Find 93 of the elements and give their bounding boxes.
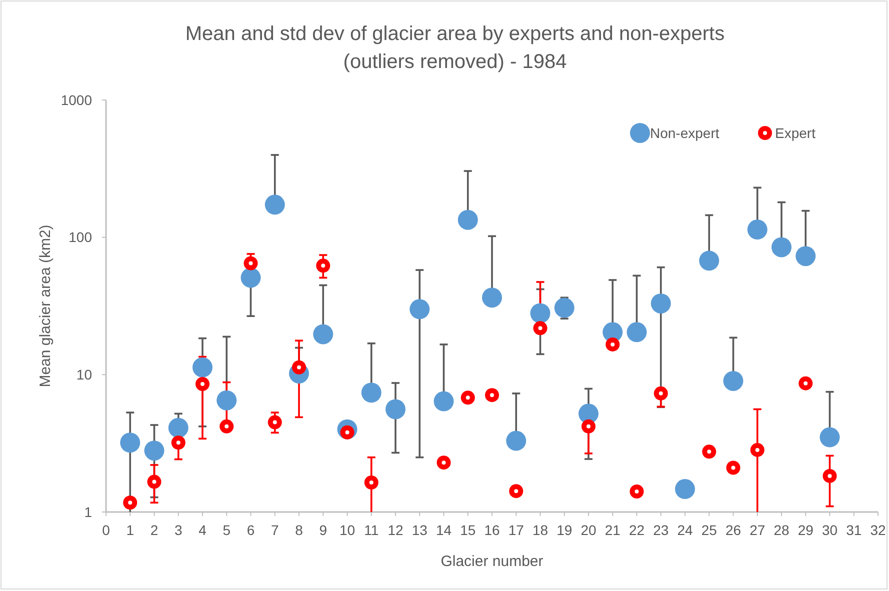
point: [196, 377, 210, 392]
point: [216, 390, 237, 410]
x-tick-label: 29: [798, 522, 814, 538]
point: [458, 210, 478, 230]
x-tick-label: 25: [701, 522, 718, 538]
point: [123, 496, 138, 510]
point: [630, 484, 644, 499]
point: [361, 382, 382, 403]
point: [460, 390, 475, 405]
point: [509, 484, 524, 498]
x-tick-label: 28: [774, 522, 790, 538]
point: [506, 430, 526, 451]
point: [220, 419, 234, 434]
x-tick-label: 11: [364, 522, 379, 538]
point: [582, 419, 596, 434]
point: [772, 237, 792, 258]
chart-title: Mean and std dev of glacier area by experts and non-experts (outliers removed) - 1984: [185, 23, 725, 73]
point: [240, 268, 261, 288]
point: [292, 360, 306, 374]
x-tick-label: 26: [725, 522, 742, 538]
point: [626, 322, 647, 342]
x-tick-label: 18: [532, 522, 548, 538]
point: [702, 444, 716, 459]
y-tick-label: 1000: [60, 92, 92, 108]
point: [316, 258, 330, 273]
point: [410, 299, 430, 320]
point: [530, 303, 550, 324]
x-tick-label: 21: [604, 522, 621, 538]
x-tick-label: 24: [677, 522, 693, 538]
point: [578, 404, 598, 424]
point: [168, 418, 188, 438]
point: [264, 194, 285, 215]
point: [798, 376, 813, 390]
point: [482, 288, 502, 308]
x-tick-label: 14: [436, 522, 452, 538]
point: [554, 298, 574, 318]
x-tick-label: 10: [339, 522, 356, 538]
x-tick-label: 9: [319, 522, 328, 538]
point: [699, 250, 720, 271]
point: [675, 479, 695, 500]
x-tick-label: 30: [822, 522, 838, 538]
legend-label: Non-expert: [650, 124, 720, 141]
x-tick-label: 32: [870, 522, 886, 538]
x-tick-label: 4: [198, 522, 207, 538]
point: [533, 321, 548, 336]
y-tick-label: 1: [84, 504, 92, 520]
point: [147, 474, 162, 489]
x-tick-label: 19: [556, 522, 572, 538]
point: [244, 256, 258, 270]
point: [606, 337, 620, 352]
point: [723, 370, 744, 391]
x-tick-label: 1: [126, 522, 134, 538]
point: [650, 293, 671, 314]
x-tick-label: 17: [508, 522, 524, 538]
y-tick-label: 100: [68, 229, 92, 246]
point: [436, 456, 451, 470]
point: [654, 386, 668, 400]
point: [313, 324, 334, 344]
point: [750, 442, 764, 457]
x-tick-label: 5: [222, 522, 231, 538]
x-tick-label: 6: [246, 522, 255, 538]
point: [364, 475, 378, 490]
x-tick-label: 8: [295, 522, 304, 538]
x-tick-label: 20: [580, 522, 596, 538]
x-tick-label: 15: [460, 522, 476, 538]
point: [120, 432, 140, 453]
x-tick-label: 2: [150, 522, 158, 538]
point: [726, 460, 740, 475]
x-tick-label: 3: [174, 522, 182, 538]
point: [434, 391, 454, 412]
x-tick-label: 12: [388, 522, 404, 538]
point: [822, 468, 837, 483]
point: [386, 399, 406, 420]
x-axis-title: Glacier number: [440, 553, 544, 570]
x-tick-label: 22: [628, 522, 645, 538]
x-tick-label: 13: [412, 522, 428, 538]
x-tick-label: 27: [750, 522, 766, 538]
point: [485, 388, 499, 402]
y-axis-title: Mean glacier area (km2): [37, 224, 54, 388]
point: [192, 357, 212, 378]
x-tick-label: 31: [846, 522, 862, 538]
x-tick-label: 23: [653, 522, 669, 538]
point: [820, 427, 840, 448]
x-tick-label: 0: [102, 522, 110, 538]
point: [796, 246, 816, 266]
point: [171, 436, 186, 450]
point: [747, 220, 768, 240]
point: [268, 415, 282, 430]
legend-label: Expert: [775, 124, 816, 141]
y-tick-label: 10: [76, 366, 92, 383]
x-tick-label: 7: [270, 522, 279, 538]
point: [144, 440, 164, 461]
x-tick-label: 16: [484, 522, 500, 538]
